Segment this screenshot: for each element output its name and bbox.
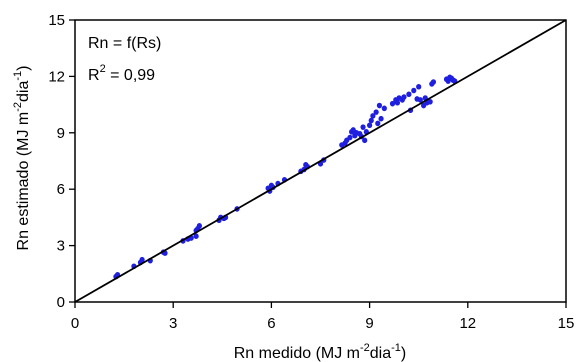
- y-tick-label: 3: [57, 238, 65, 255]
- y-tick-label: 15: [48, 12, 65, 29]
- x-title-part2: dia: [370, 345, 391, 362]
- x-title-sup2: -1: [391, 342, 401, 354]
- data-point: [417, 97, 423, 103]
- data-point: [427, 98, 433, 105]
- model-annotation: Rn = f(Rs): [88, 35, 161, 52]
- x-tick-label: 3: [169, 315, 177, 332]
- y-title-part2: dia: [15, 81, 32, 102]
- r-value: = 0,99: [106, 67, 155, 84]
- data-point: [406, 91, 412, 98]
- data-point: [196, 223, 202, 229]
- data-point: [401, 94, 407, 100]
- x-tick-label: 9: [365, 315, 373, 332]
- data-point: [389, 100, 396, 107]
- data-point: [378, 115, 384, 122]
- y-tick-label: 9: [57, 125, 65, 142]
- y-tick-label: 12: [48, 68, 65, 85]
- data-point: [370, 113, 376, 119]
- data-point: [347, 134, 353, 141]
- x-title-part3: ): [401, 345, 406, 362]
- x-tick-label: 6: [267, 315, 275, 332]
- y-title-part1: Rn estimado (MJ m: [15, 112, 32, 251]
- x-tick-label: 15: [558, 315, 575, 332]
- y-axis-ticks: 0 3 6 9 12 15: [48, 12, 75, 311]
- data-point: [193, 233, 199, 239]
- x-axis-ticks: 0 3 6 9 12 15: [71, 302, 575, 332]
- data-point: [367, 122, 373, 129]
- data-point: [411, 87, 417, 94]
- x-title-sup1: -2: [360, 342, 370, 354]
- data-point: [139, 256, 145, 263]
- data-point: [430, 79, 437, 85]
- data-point: [362, 137, 368, 144]
- r-squared-annotation: R2 = 0,99: [88, 63, 155, 84]
- x-tick-label: 12: [459, 315, 476, 332]
- x-tick-label: 0: [71, 315, 79, 332]
- y-tick-label: 6: [57, 181, 65, 198]
- y-tick-label: 0: [57, 294, 65, 311]
- data-point: [360, 124, 366, 130]
- y-title-sup2: -1: [12, 71, 24, 81]
- r-prefix: R: [88, 67, 100, 84]
- y-axis-title: Rn estimado (MJ m-2dia-1): [12, 66, 32, 251]
- data-point: [373, 109, 379, 115]
- x-axis-title: Rn medido (MJ m-2dia-1): [234, 342, 407, 362]
- y-title-part3: ): [15, 66, 32, 71]
- reference-line: [74, 19, 567, 303]
- y-title-sup1: -2: [12, 102, 24, 112]
- data-point: [416, 83, 422, 90]
- r-superscript: 2: [100, 63, 106, 75]
- data-point: [394, 99, 401, 106]
- data-point: [375, 120, 381, 127]
- data-point: [376, 102, 383, 109]
- data-points: [113, 74, 458, 280]
- data-point: [368, 117, 374, 124]
- x-title-part1: Rn medido (MJ m: [234, 345, 360, 362]
- data-point: [381, 105, 387, 112]
- plot-frame: [74, 19, 567, 303]
